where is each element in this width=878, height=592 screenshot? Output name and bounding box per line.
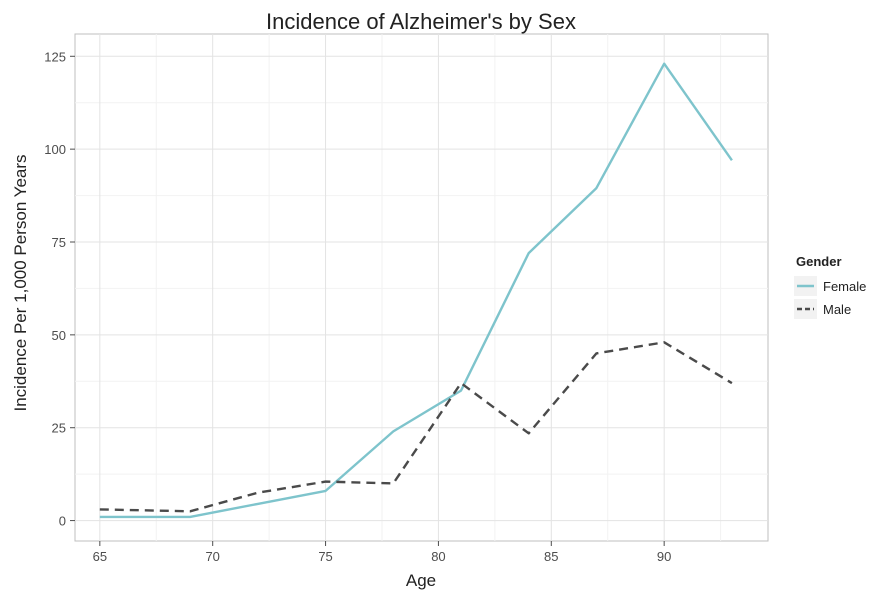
legend-title: Gender	[796, 254, 842, 269]
series-line-female	[99, 62, 733, 519]
x-tick-label: 75	[318, 549, 332, 564]
y-axis: 0 25 50 75 100 125	[44, 49, 75, 529]
minor-gridlines	[75, 34, 768, 541]
series-layer	[99, 62, 733, 519]
x-axis-title: Age	[406, 571, 436, 590]
y-tick-label: 25	[52, 421, 66, 436]
y-tick-label: 0	[59, 514, 66, 529]
y-tick-label: 75	[52, 235, 66, 250]
legend-item-female: Female	[794, 276, 866, 296]
legend-label: Female	[823, 279, 866, 294]
chart-title: Incidence of Alzheimer's by Sex	[266, 9, 576, 34]
x-tick-label: 70	[205, 549, 219, 564]
x-tick-label: 85	[544, 549, 558, 564]
y-tick-label: 100	[44, 142, 66, 157]
plot-panel	[74, 33, 769, 542]
legend: Gender Female Male	[794, 254, 866, 319]
x-tick-label: 90	[657, 549, 671, 564]
y-tick-label: 50	[52, 328, 66, 343]
legend-label: Male	[823, 302, 851, 317]
y-tick-label: 125	[44, 49, 66, 64]
series-line-male	[99, 341, 733, 513]
legend-item-male: Male	[794, 299, 851, 319]
x-tick-label: 65	[93, 549, 107, 564]
y-axis-title: Incidence Per 1,000 Person Years	[11, 154, 30, 411]
x-tick-label: 80	[431, 549, 445, 564]
x-axis: 65 70 75 80 85 90	[93, 541, 671, 564]
major-gridlines	[75, 34, 768, 541]
